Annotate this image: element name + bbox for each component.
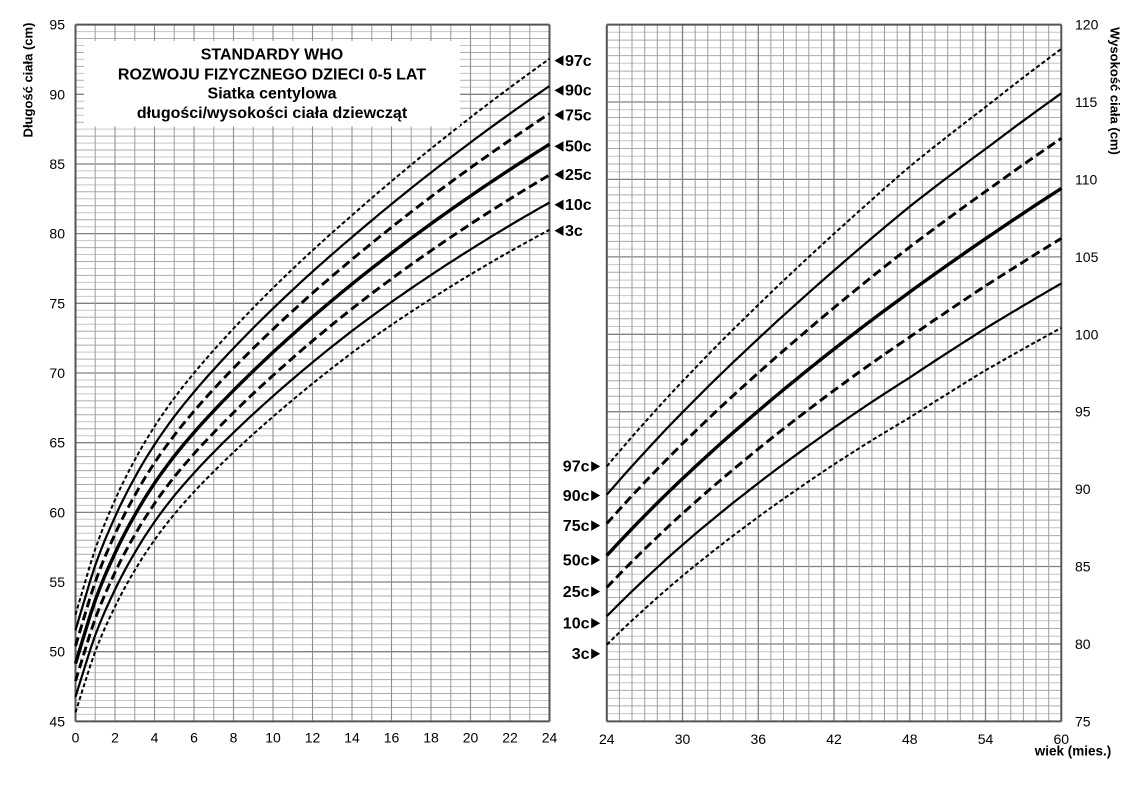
svg-text:25c: 25c bbox=[565, 167, 592, 184]
svg-text:24: 24 bbox=[542, 729, 558, 745]
svg-text:20: 20 bbox=[463, 729, 479, 745]
svg-text:50: 50 bbox=[49, 644, 65, 660]
svg-text:95: 95 bbox=[49, 17, 65, 33]
svg-text:30: 30 bbox=[675, 731, 691, 747]
svg-text:długości/wysokości ciała dziew: długości/wysokości ciała dziewcząt bbox=[137, 105, 408, 122]
svg-text:48: 48 bbox=[902, 731, 918, 747]
svg-text:ROZWOJU FIZYCZNEGO DZIECI 0-5: ROZWOJU FIZYCZNEGO DZIECI 0-5 LAT bbox=[118, 67, 426, 84]
svg-text:Długość ciała (cm): Długość ciała (cm) bbox=[21, 23, 36, 138]
svg-text:42: 42 bbox=[826, 731, 842, 747]
svg-text:120: 120 bbox=[1075, 17, 1099, 33]
svg-text:10: 10 bbox=[265, 729, 281, 745]
svg-text:24: 24 bbox=[599, 731, 615, 747]
svg-text:54: 54 bbox=[978, 731, 994, 747]
svg-text:Siatka centylowa: Siatka centylowa bbox=[208, 86, 337, 103]
svg-text:25c: 25c bbox=[563, 584, 590, 601]
svg-text:110: 110 bbox=[1075, 171, 1098, 187]
svg-text:60: 60 bbox=[1054, 731, 1070, 747]
svg-text:22: 22 bbox=[502, 729, 518, 745]
svg-text:Wysokość ciała (cm): Wysokość ciała (cm) bbox=[1108, 27, 1123, 155]
svg-text:100: 100 bbox=[1075, 326, 1099, 342]
svg-text:45: 45 bbox=[49, 713, 65, 729]
svg-text:6: 6 bbox=[190, 729, 198, 745]
svg-text:10c: 10c bbox=[563, 616, 590, 633]
svg-text:75c: 75c bbox=[565, 107, 592, 124]
svg-text:85: 85 bbox=[49, 156, 65, 172]
svg-text:97c: 97c bbox=[565, 53, 592, 70]
svg-text:3c: 3c bbox=[572, 646, 590, 663]
svg-text:65: 65 bbox=[49, 435, 65, 451]
svg-text:2: 2 bbox=[111, 729, 119, 745]
svg-text:50c: 50c bbox=[563, 552, 590, 569]
svg-text:4: 4 bbox=[151, 729, 159, 745]
svg-text:18: 18 bbox=[423, 729, 439, 745]
svg-text:12: 12 bbox=[305, 729, 321, 745]
svg-text:50c: 50c bbox=[565, 139, 592, 156]
svg-text:8: 8 bbox=[230, 729, 238, 745]
svg-text:85: 85 bbox=[1075, 559, 1091, 575]
svg-text:36: 36 bbox=[751, 731, 767, 747]
svg-text:90c: 90c bbox=[563, 488, 590, 505]
svg-text:70: 70 bbox=[49, 365, 65, 381]
svg-text:0: 0 bbox=[72, 729, 80, 745]
svg-text:3c: 3c bbox=[565, 223, 583, 240]
svg-text:60: 60 bbox=[49, 504, 65, 520]
svg-text:97c: 97c bbox=[563, 459, 590, 476]
svg-text:wiek (mies.): wiek (mies.) bbox=[1034, 744, 1112, 759]
svg-text:90c: 90c bbox=[565, 83, 592, 100]
svg-text:105: 105 bbox=[1075, 249, 1099, 265]
svg-text:90: 90 bbox=[1075, 481, 1091, 497]
svg-text:75: 75 bbox=[1075, 713, 1091, 729]
svg-text:55: 55 bbox=[49, 574, 65, 590]
svg-text:STANDARDY WHO: STANDARDY WHO bbox=[201, 47, 344, 64]
svg-text:75: 75 bbox=[49, 295, 65, 311]
svg-text:10c: 10c bbox=[565, 197, 592, 214]
svg-text:115: 115 bbox=[1075, 94, 1098, 110]
svg-text:80: 80 bbox=[49, 226, 65, 242]
svg-text:95: 95 bbox=[1075, 404, 1091, 420]
svg-text:80: 80 bbox=[1075, 636, 1091, 652]
svg-text:14: 14 bbox=[344, 729, 360, 745]
svg-text:16: 16 bbox=[384, 729, 400, 745]
svg-text:75c: 75c bbox=[563, 518, 590, 535]
svg-text:90: 90 bbox=[49, 86, 65, 102]
